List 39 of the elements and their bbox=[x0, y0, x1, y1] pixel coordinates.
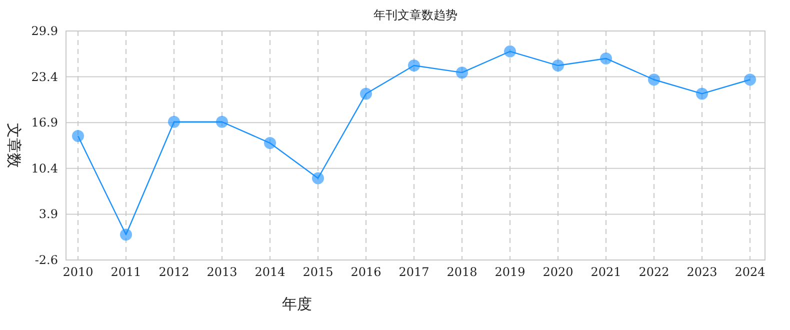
x-tick-label: 2019 bbox=[494, 265, 526, 279]
x-tick-label: 2015 bbox=[302, 265, 334, 279]
y-tick-label: 10.4 bbox=[31, 161, 58, 176]
x-tick-label: 2021 bbox=[590, 265, 622, 279]
point bbox=[648, 74, 660, 86]
y-tick-label: 16.9 bbox=[31, 116, 58, 130]
point bbox=[744, 74, 756, 86]
y-tick-label: 29.9 bbox=[31, 24, 58, 38]
x-tick-label: 2012 bbox=[158, 265, 190, 279]
point bbox=[360, 88, 372, 100]
x-tick-label: 2016 bbox=[350, 265, 382, 279]
point bbox=[120, 228, 132, 241]
x-tick-label: 2017 bbox=[398, 265, 430, 279]
x-tick-label: 2020 bbox=[542, 265, 574, 279]
chart-title: 年刊文章数趋势 bbox=[374, 8, 458, 22]
x-axis-title: 年度 bbox=[282, 295, 312, 313]
point bbox=[168, 116, 180, 128]
point bbox=[72, 130, 84, 142]
point bbox=[504, 45, 516, 58]
y-tick-label: 3.9 bbox=[38, 207, 58, 222]
y-tick-label: 23.4 bbox=[31, 70, 58, 84]
point bbox=[264, 137, 276, 150]
x-tick-label: 2023 bbox=[686, 265, 718, 279]
point bbox=[408, 60, 420, 72]
x-tick-label: 2014 bbox=[254, 265, 286, 279]
y-tick-label: -2.6 bbox=[34, 253, 58, 267]
x-tick-label: 2024 bbox=[734, 265, 766, 279]
x-tick-label: 2013 bbox=[206, 265, 238, 279]
y-axis-title: 文章数 bbox=[5, 123, 23, 168]
point bbox=[696, 88, 708, 100]
point bbox=[552, 60, 564, 72]
x-tick-label: 2022 bbox=[638, 265, 670, 279]
point bbox=[600, 52, 612, 64]
point bbox=[456, 66, 468, 79]
x-tick-label: 2010 bbox=[62, 265, 94, 279]
x-tick-label: 2018 bbox=[446, 265, 478, 279]
point bbox=[312, 172, 324, 184]
x-tick-label: 2011 bbox=[110, 265, 142, 279]
point bbox=[216, 116, 228, 128]
